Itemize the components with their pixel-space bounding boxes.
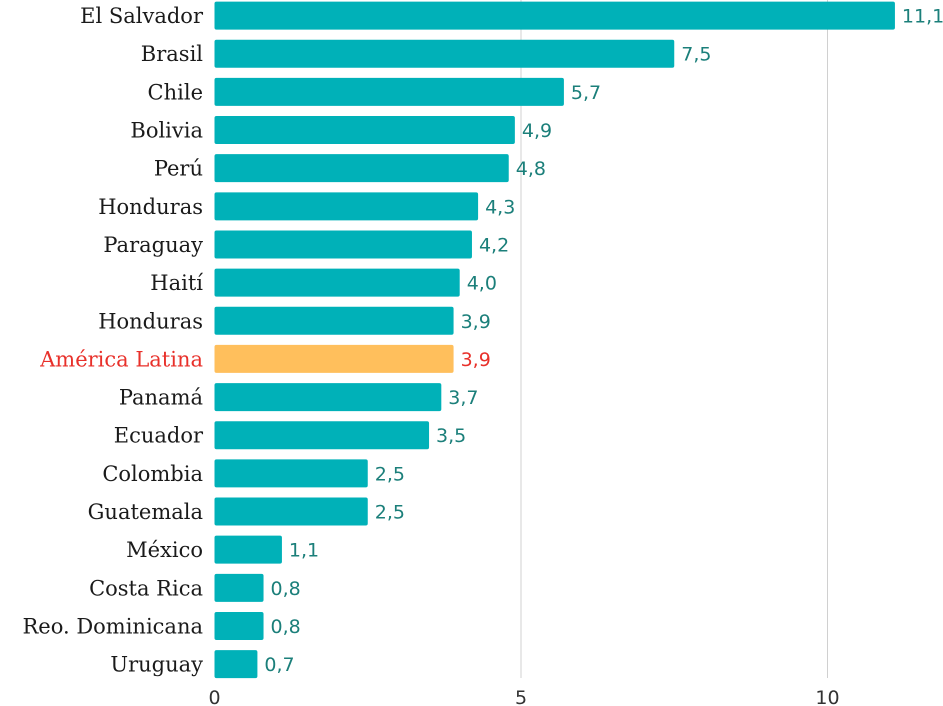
x-axis-ticks: 0 5 10 — [208, 687, 839, 706]
bars — [214, 1, 895, 679]
category-labels: El Salvador Brasil Chile Bolivia Perú Hondura… — [22, 4, 204, 677]
category-label: Reo. Dominicana — [22, 614, 203, 638]
gridlines — [520, 0, 828, 678]
bar — [214, 1, 895, 30]
bar — [214, 650, 258, 679]
bar — [214, 573, 264, 602]
bar — [214, 116, 515, 145]
value-label: 0,8 — [271, 578, 301, 600]
value-labels: 11,1 7,5 5,7 4,9 4,84,3 4,2 4,0 3,9 3,9 3,7 3,5 2,5… — [264, 6, 943, 677]
bar — [214, 306, 454, 335]
value-label: 0,8 — [271, 616, 301, 638]
bar — [214, 459, 368, 488]
category-label: Ecuador — [114, 424, 204, 448]
bar — [214, 535, 282, 564]
category-label: Bolivia — [130, 119, 203, 143]
value-label: 4,0 — [467, 273, 497, 295]
category-label: Panamá — [119, 386, 203, 410]
value-label: 11,1 — [902, 6, 943, 28]
bar — [214, 77, 564, 106]
category-label: El Salvador — [80, 4, 204, 28]
category-label: Chile — [148, 80, 203, 104]
value-label: 3,9 — [461, 349, 491, 371]
x-tick-label: 10 — [815, 687, 839, 706]
bar — [214, 421, 430, 450]
value-label: 2,5 — [375, 502, 405, 524]
bar — [214, 154, 509, 183]
category-label: Paraguay — [103, 233, 203, 257]
bar — [214, 192, 479, 221]
bar-highlight — [214, 344, 454, 373]
value-label: 7,5 — [681, 44, 711, 66]
value-label: 2,5 — [375, 463, 405, 485]
value-label: 5,7 — [571, 82, 601, 104]
value-label: 0,7 — [264, 654, 294, 676]
category-label: México — [126, 538, 203, 562]
value-label: 3,5 — [436, 425, 466, 447]
value-label: 3,7 — [448, 387, 478, 409]
value-label: 4,2 — [479, 234, 509, 256]
category-label: Guatemala — [88, 500, 203, 524]
category-label: Brasil — [141, 42, 203, 66]
value-label: 4,3 — [485, 196, 515, 218]
bar — [214, 230, 472, 259]
value-label: 3,9 — [461, 311, 491, 333]
category-label: Uruguay — [110, 653, 203, 677]
bar — [214, 383, 442, 412]
category-label: Haití — [150, 271, 203, 295]
value-label: 4,9 — [522, 120, 552, 142]
x-tick-label: 5 — [515, 687, 527, 706]
category-label: Honduras — [98, 195, 203, 219]
bar — [214, 39, 675, 68]
bar — [214, 268, 460, 297]
category-label: Perú — [154, 157, 203, 181]
bar — [214, 497, 368, 526]
category-label: Honduras — [98, 309, 203, 333]
bar — [214, 611, 264, 640]
value-label: 4,8 — [516, 158, 546, 180]
x-tick-label: 0 — [208, 687, 220, 706]
value-label: 1,1 — [289, 540, 319, 562]
category-label: América Latina — [39, 347, 203, 371]
category-label: Colombia — [102, 462, 203, 486]
category-label: Costa Rica — [89, 576, 203, 600]
